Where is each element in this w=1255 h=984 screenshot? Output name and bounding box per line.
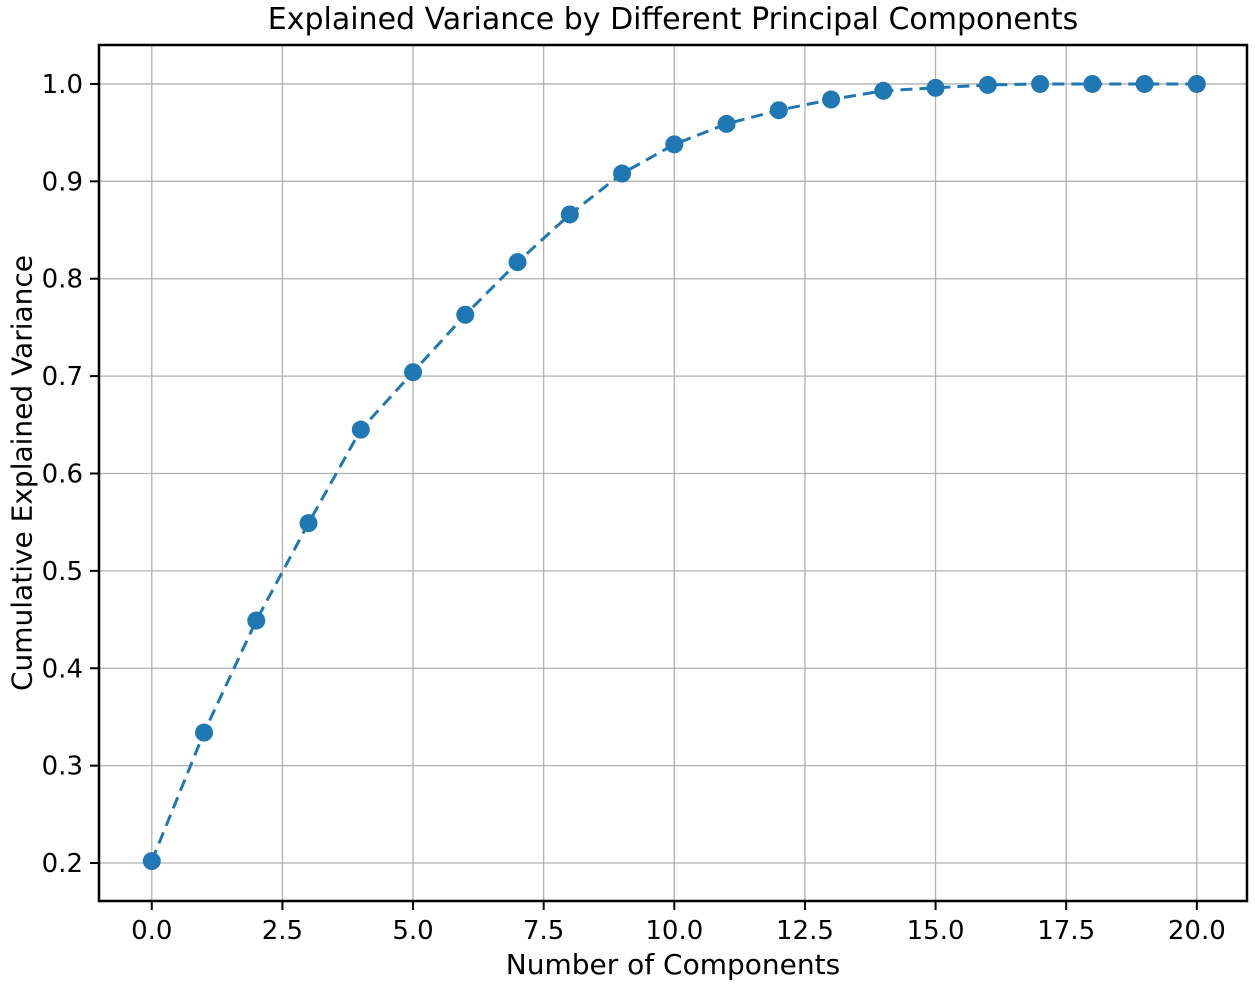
data-point-marker (404, 363, 423, 382)
x-tick-label: 7.5 (523, 916, 564, 946)
y-tick-label: 0.5 (42, 557, 83, 587)
data-point-marker (717, 114, 736, 133)
data-point-marker (247, 611, 266, 630)
plot-border (97, 43, 1249, 903)
y-tick-label: 0.9 (42, 167, 83, 197)
x-tick-label: 0.0 (131, 916, 172, 946)
data-point-marker (665, 135, 684, 154)
data-point-marker (508, 253, 527, 272)
x-tick-label: 2.5 (262, 916, 303, 946)
y-tick-label: 0.6 (42, 459, 83, 489)
data-point-marker (142, 852, 161, 871)
data-point-marker (195, 723, 214, 742)
chart-title: Explained Variance by Different Principa… (267, 2, 1079, 37)
data-point-marker (299, 514, 318, 533)
y-tick-label: 0.3 (42, 752, 83, 782)
data-line (150, 82, 1197, 862)
data-point-marker (560, 205, 579, 224)
y-tick-label: 0.8 (42, 265, 83, 295)
data-point-marker (1187, 74, 1206, 93)
y-tick-label: 1.0 (42, 70, 83, 100)
x-tick-label: 12.5 (776, 916, 834, 946)
data-point-marker (926, 78, 945, 97)
x-tick-label: 10.0 (645, 916, 703, 946)
data-point-marker (822, 90, 841, 109)
data-point-marker (1135, 74, 1154, 93)
data-point-marker (769, 101, 788, 120)
data-point-marker (874, 81, 893, 100)
data-point-marker (978, 75, 997, 94)
x-tick-label: 5.0 (392, 916, 433, 946)
y-tick-label: 0.2 (42, 849, 83, 879)
x-tick-label: 15.0 (907, 916, 965, 946)
y-tick-label: 0.4 (42, 654, 83, 684)
data-point-marker (613, 164, 632, 183)
x-tick-label: 17.5 (1037, 916, 1095, 946)
data-point-marker (456, 305, 475, 324)
data-point-marker (1083, 74, 1102, 93)
data-point-marker (1031, 74, 1050, 93)
data-point-marker (351, 420, 370, 439)
y-tick-label: 0.7 (42, 362, 83, 392)
x-tick-label: 20.0 (1168, 916, 1226, 946)
x-axis-label: Number of Components (505, 948, 841, 981)
